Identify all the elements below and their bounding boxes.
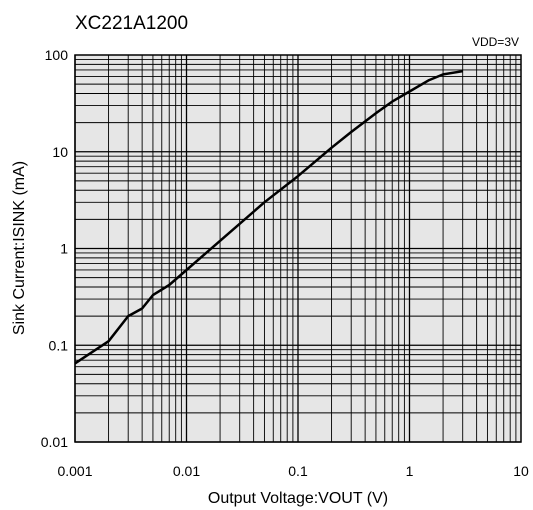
y-tick-label: 0.01 (41, 434, 68, 450)
x-tick-label: 0.001 (57, 463, 92, 479)
sink-current-curve (74, 69, 463, 365)
y-tick-label: 0.1 (49, 337, 69, 353)
y-tick-label: 10 (52, 144, 68, 160)
x-tick-label: 0.01 (173, 463, 200, 479)
x-tick-label: 1 (406, 463, 414, 479)
x-tick-label: 10 (513, 463, 529, 479)
y-tick-label: 100 (45, 47, 69, 63)
y-axis-title: Sink Current:ISINK (mA) (11, 161, 28, 335)
plot-frame (74, 54, 522, 443)
grid-lines (74, 55, 521, 443)
x-axis-ticks: 0.001 0.01 0.1 1 10 (57, 463, 529, 479)
x-axis-title: Output Voltage:VOUT (V) (208, 490, 388, 507)
supply-voltage-annotation: VDD=3V (472, 35, 519, 49)
x-tick-label: 0.1 (288, 463, 308, 479)
y-axis-ticks: 0.01 0.1 1 10 100 (41, 47, 68, 450)
chart-title: XC221A1200 (75, 13, 188, 34)
y-tick-label: 1 (60, 241, 68, 257)
